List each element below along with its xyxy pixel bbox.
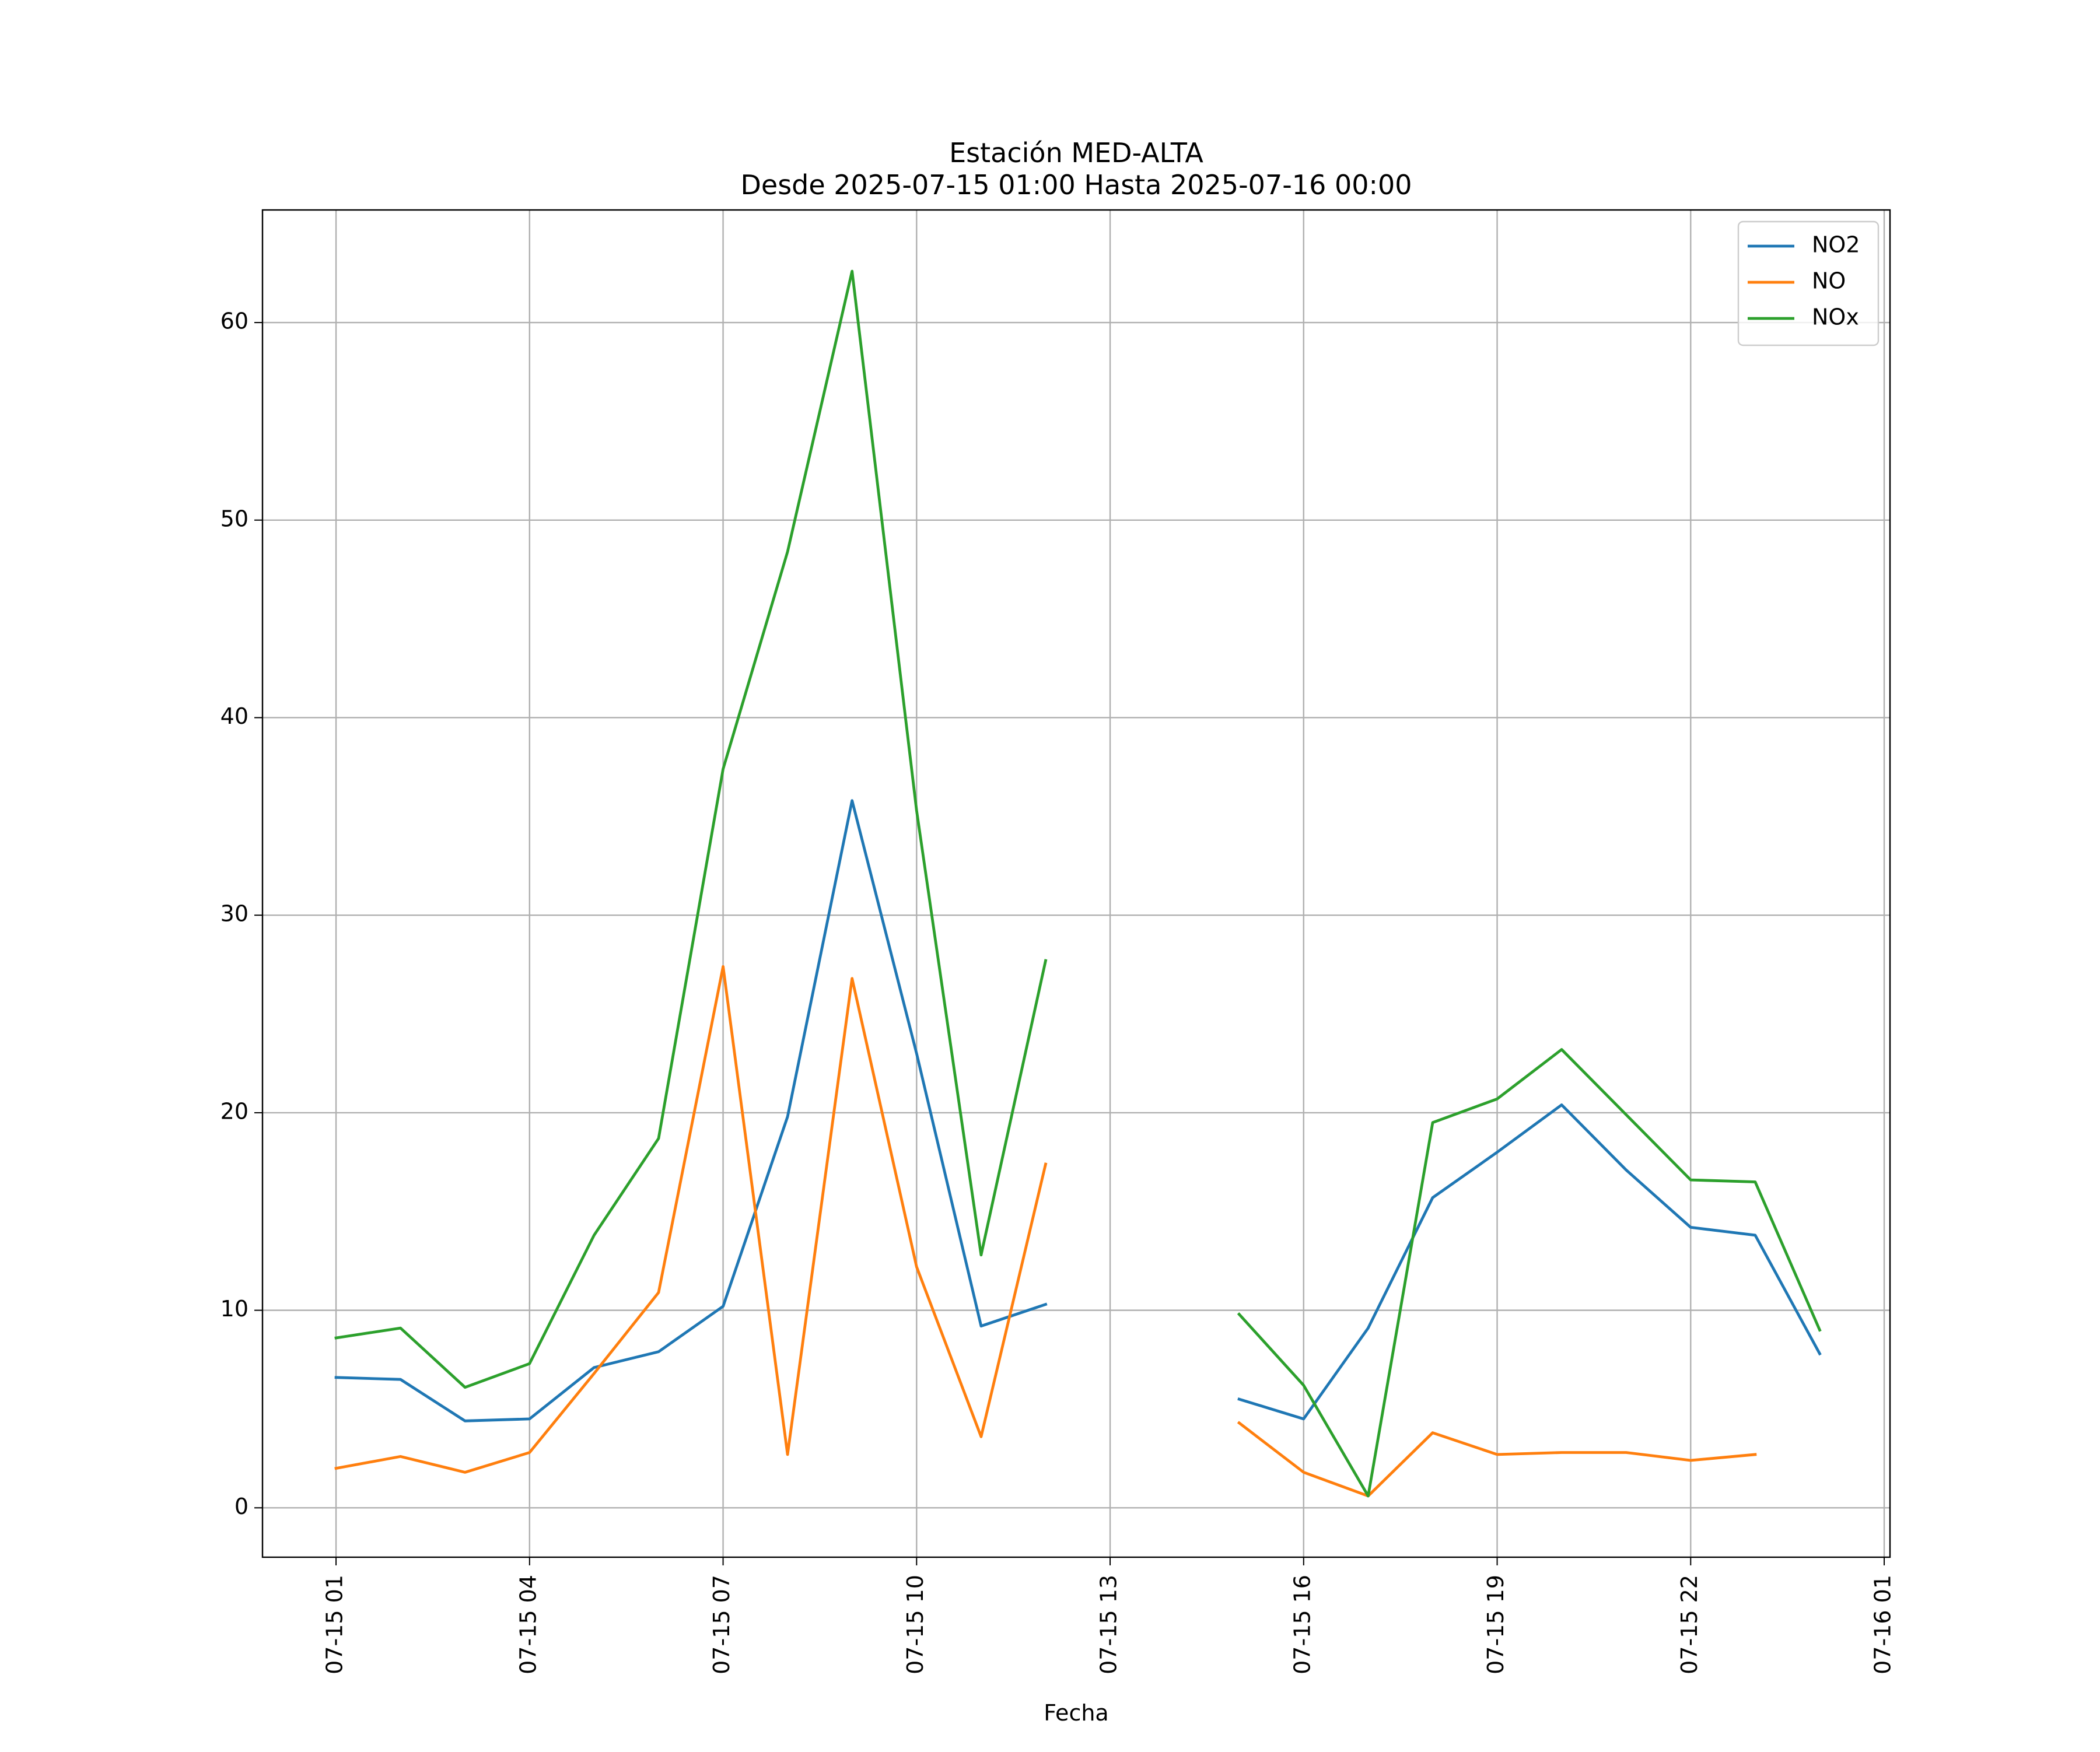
x-tick-label: 07-15 04: [515, 1575, 541, 1674]
y-tick-label: 0: [235, 1494, 249, 1519]
x-tick-label: 07-15 07: [709, 1575, 734, 1674]
chart-title: Estación MED-ALTA: [949, 137, 1203, 169]
x-tick-label: 07-15 19: [1483, 1575, 1508, 1674]
no-line: [1237, 1421, 1757, 1498]
grid: [262, 210, 1890, 1557]
legend-label-nox: NOx: [1812, 304, 1859, 330]
x-tick-label: 07-15 10: [902, 1575, 928, 1674]
x-tick-label: 07-15 22: [1676, 1575, 1702, 1674]
series-lines: [334, 269, 1822, 1498]
x-tick-label: 07-15 13: [1096, 1575, 1122, 1674]
y-tick-label: 60: [220, 309, 249, 334]
series-nox: [334, 269, 1822, 1498]
y-tick-label: 20: [220, 1098, 249, 1124]
legend-label-no: NO: [1812, 268, 1846, 294]
series-no2: [334, 799, 1822, 1422]
nox-line: [334, 269, 1048, 1389]
x-tick-label: 07-15 01: [322, 1575, 348, 1674]
chart-subtitle: Desde 2025-07-15 01:00 Hasta 2025-07-16 …: [740, 169, 1412, 201]
x-axis-label: Fecha: [1044, 1700, 1108, 1726]
x-tick-label: 07-15 16: [1289, 1575, 1315, 1674]
no2-line: [1237, 1103, 1822, 1421]
y-tick-label: 10: [220, 1296, 249, 1322]
series-no: [334, 965, 1757, 1498]
no2-line: [334, 799, 1048, 1422]
legend: NO2 NO NOx: [1737, 220, 1880, 346]
no-line: [334, 965, 1048, 1474]
axis-ticks: 07-15 01 07-15 04 07-15 07 07-15 10 07-15 13…: [220, 309, 1896, 1674]
y-tick-label: 50: [220, 506, 249, 531]
x-tick-label: 07-16 01: [1870, 1575, 1896, 1674]
y-tick-label: 30: [220, 901, 249, 927]
y-tick-label: 40: [220, 703, 249, 729]
plot-frame: [261, 209, 1891, 1558]
legend-frame: [1737, 220, 1880, 346]
nox-line: [1237, 1048, 1822, 1498]
legend-label-no2: NO2: [1812, 232, 1860, 258]
